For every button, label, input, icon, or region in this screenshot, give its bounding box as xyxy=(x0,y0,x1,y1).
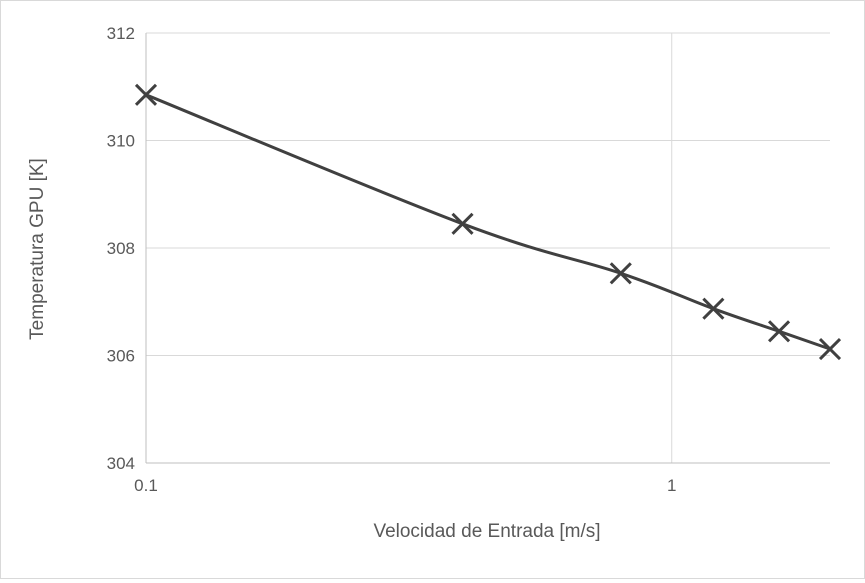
series-layer xyxy=(134,83,842,361)
y-tick-label: 304 xyxy=(107,454,135,473)
x-marker-stroke xyxy=(134,83,158,106)
x-marker-stroke xyxy=(818,337,842,361)
x-tick-label: 1 xyxy=(667,476,676,495)
y-tick-label: 312 xyxy=(107,24,135,43)
x-tick-label: 0.1 xyxy=(134,476,158,495)
x-marker xyxy=(818,337,842,361)
x-marker-stroke xyxy=(451,212,474,235)
x-marker-stroke xyxy=(702,297,725,320)
x-marker xyxy=(767,320,791,343)
y-axis-title: Temperatura GPU [K] xyxy=(27,158,48,340)
x-marker-stroke xyxy=(767,320,791,343)
x-marker xyxy=(609,262,632,285)
y-tick-label: 308 xyxy=(107,239,135,258)
x-axis-title: Velocidad de Entrada [m/s] xyxy=(373,521,600,542)
grid-layer xyxy=(146,32,830,463)
x-marker xyxy=(451,212,474,235)
tick-label-layer: 304 306 308 310 312 0.1 1 xyxy=(107,24,677,495)
x-marker-stroke xyxy=(609,262,632,285)
x-marker xyxy=(134,83,158,106)
x-marker xyxy=(702,297,725,320)
y-tick-label: 310 xyxy=(107,132,135,151)
series-line xyxy=(144,93,832,351)
y-tick-label: 306 xyxy=(107,347,135,366)
axis-layer xyxy=(145,33,830,464)
